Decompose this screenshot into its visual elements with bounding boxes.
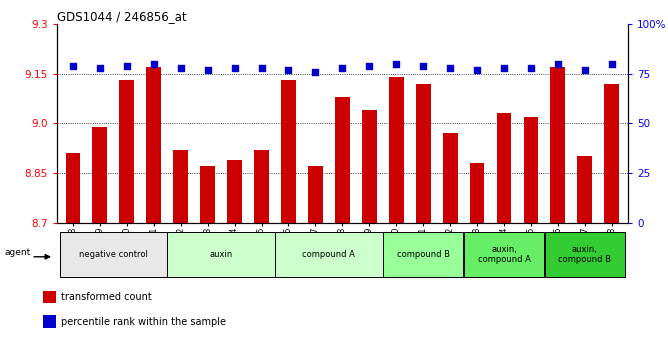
Point	[202, 67, 213, 72]
FancyBboxPatch shape	[59, 232, 167, 277]
Point	[579, 67, 590, 72]
Point	[122, 63, 132, 69]
Bar	[173, 150, 188, 223]
Point	[337, 65, 347, 71]
Bar	[43, 315, 56, 328]
FancyBboxPatch shape	[544, 232, 625, 277]
Point	[148, 61, 159, 67]
Bar	[415, 84, 431, 223]
Text: GDS1044 / 246856_at: GDS1044 / 246856_at	[57, 10, 186, 23]
FancyBboxPatch shape	[275, 232, 383, 277]
Text: auxin,
compound B: auxin, compound B	[558, 245, 611, 264]
Point	[498, 65, 509, 71]
Point	[283, 67, 294, 72]
Bar	[200, 166, 215, 223]
Text: auxin,
compound A: auxin, compound A	[478, 245, 530, 264]
FancyBboxPatch shape	[383, 232, 464, 277]
Bar	[281, 80, 296, 223]
Bar	[308, 166, 323, 223]
Text: transformed count: transformed count	[61, 292, 152, 302]
Bar	[92, 127, 108, 223]
Bar	[65, 153, 80, 223]
Text: percentile rank within the sample: percentile rank within the sample	[61, 317, 226, 327]
Bar	[120, 80, 134, 223]
Text: negative control: negative control	[79, 250, 148, 259]
Bar	[550, 67, 565, 223]
Bar	[605, 84, 619, 223]
Text: agent: agent	[5, 248, 31, 257]
Bar	[227, 160, 242, 223]
Point	[607, 61, 617, 67]
Bar	[470, 163, 484, 223]
Bar	[389, 77, 403, 223]
Point	[472, 67, 482, 72]
Text: compound A: compound A	[303, 250, 355, 259]
Point	[418, 63, 428, 69]
FancyBboxPatch shape	[168, 232, 275, 277]
Bar	[362, 110, 377, 223]
Bar	[524, 117, 538, 223]
Point	[257, 65, 267, 71]
Bar	[43, 290, 56, 303]
Bar	[577, 156, 593, 223]
Point	[526, 65, 536, 71]
Point	[364, 63, 375, 69]
Bar	[335, 97, 350, 223]
Text: compound B: compound B	[397, 250, 450, 259]
Point	[67, 63, 78, 69]
Bar	[254, 150, 269, 223]
Point	[95, 65, 106, 71]
Bar	[496, 114, 512, 223]
Point	[552, 61, 563, 67]
Bar	[146, 67, 161, 223]
Point	[176, 65, 186, 71]
Point	[391, 61, 401, 67]
FancyBboxPatch shape	[464, 232, 544, 277]
Point	[445, 65, 456, 71]
Bar	[443, 133, 458, 223]
Point	[310, 69, 321, 75]
Point	[229, 65, 240, 71]
Text: auxin: auxin	[210, 250, 232, 259]
